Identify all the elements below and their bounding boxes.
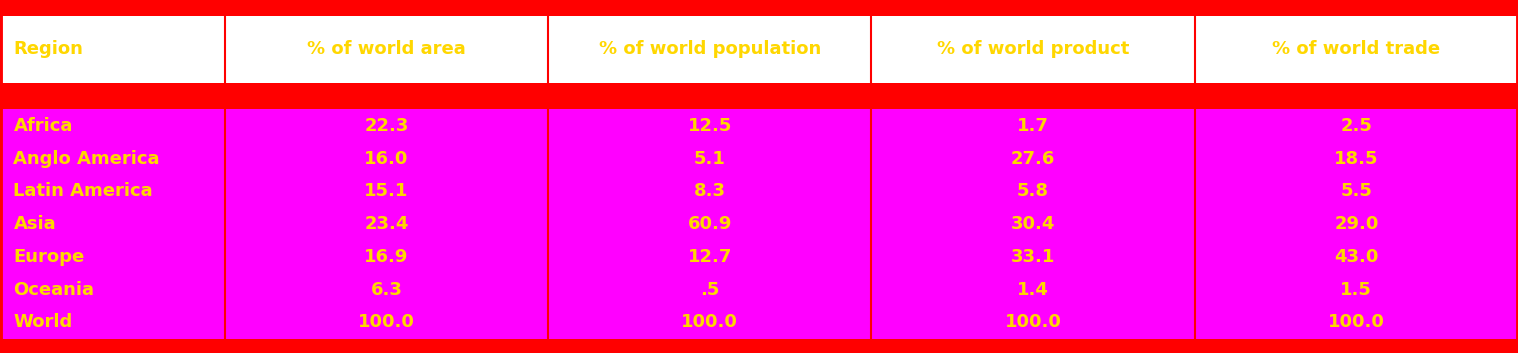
Text: 1.7: 1.7 <box>1017 117 1049 135</box>
Text: 22.3: 22.3 <box>364 117 408 135</box>
Text: Region: Region <box>14 41 83 58</box>
Text: 16.0: 16.0 <box>364 150 408 168</box>
Text: 1.5: 1.5 <box>1340 281 1372 299</box>
Text: 2.5: 2.5 <box>1340 117 1372 135</box>
Text: 27.6: 27.6 <box>1011 150 1055 168</box>
Text: 18.5: 18.5 <box>1334 150 1378 168</box>
Text: 100.0: 100.0 <box>1328 313 1384 331</box>
Text: .5: .5 <box>700 281 720 299</box>
Text: 60.9: 60.9 <box>688 215 732 233</box>
Text: 29.0: 29.0 <box>1334 215 1378 233</box>
Text: Oceania: Oceania <box>14 281 94 299</box>
Text: World: World <box>14 313 73 331</box>
Bar <box>0 86 1518 109</box>
Text: 30.4: 30.4 <box>1011 215 1055 233</box>
Bar <box>0 83 1518 86</box>
Text: % of world population: % of world population <box>598 41 821 58</box>
Text: 23.4: 23.4 <box>364 215 408 233</box>
Bar <box>0 16 1518 83</box>
Text: 8.3: 8.3 <box>694 183 726 201</box>
Text: 1.4: 1.4 <box>1017 281 1049 299</box>
Text: 100.0: 100.0 <box>1005 313 1061 331</box>
Text: 5.1: 5.1 <box>694 150 726 168</box>
Text: Africa: Africa <box>14 117 73 135</box>
Text: 100.0: 100.0 <box>682 313 738 331</box>
Text: 12.7: 12.7 <box>688 248 732 266</box>
Text: Asia: Asia <box>14 215 56 233</box>
Text: 5.8: 5.8 <box>1017 183 1049 201</box>
Text: 5.5: 5.5 <box>1340 183 1372 201</box>
Text: % of world trade: % of world trade <box>1272 41 1441 58</box>
Bar <box>0 0 1518 16</box>
Text: 16.9: 16.9 <box>364 248 408 266</box>
Text: % of world area: % of world area <box>307 41 466 58</box>
Text: 33.1: 33.1 <box>1011 248 1055 266</box>
Text: Anglo America: Anglo America <box>14 150 159 168</box>
Text: 15.1: 15.1 <box>364 183 408 201</box>
Text: % of world product: % of world product <box>937 41 1129 58</box>
Text: 12.5: 12.5 <box>688 117 732 135</box>
Text: Latin America: Latin America <box>14 183 153 201</box>
Text: 100.0: 100.0 <box>358 313 414 331</box>
Text: 43.0: 43.0 <box>1334 248 1378 266</box>
Text: Europe: Europe <box>14 248 85 266</box>
Bar <box>0 109 1518 339</box>
Text: 6.3: 6.3 <box>370 281 402 299</box>
Bar <box>0 339 1518 353</box>
